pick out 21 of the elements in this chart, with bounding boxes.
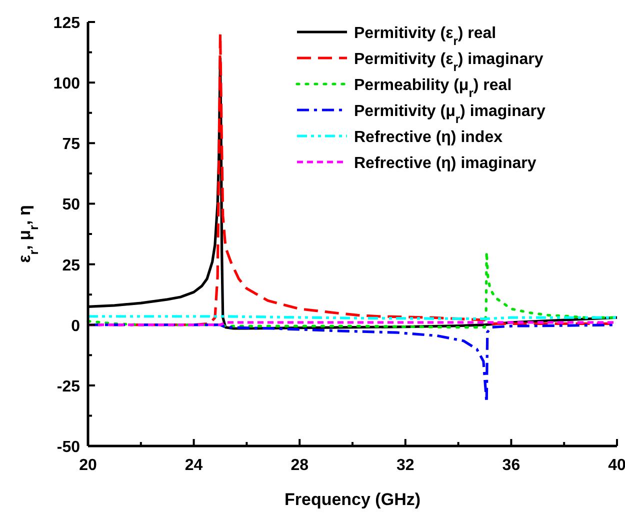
x-tick-label: 28	[290, 457, 309, 474]
y-tick-label: 0	[71, 318, 80, 335]
x-tick-label: 24	[184, 457, 203, 474]
x-tick-label: 32	[396, 457, 414, 474]
y-tick-label: 125	[53, 15, 80, 32]
y-tick-label: -25	[56, 378, 80, 396]
x-tick-label: 36	[502, 457, 520, 474]
y-tick-label: 25	[62, 257, 80, 274]
legend-label: Permitivity (μ$_{r}$) imaginary	[354, 103, 546, 126]
x-tick-label: 40	[608, 457, 625, 474]
y-tick-label: 75	[62, 136, 80, 154]
y-tick-label: 100	[53, 76, 80, 93]
x-tick-label: 20	[79, 457, 97, 474]
legend-label: Refrective (η) index	[354, 129, 503, 146]
legend-label: Permitivity (ε$_{r}$) imaginary	[354, 51, 544, 74]
legend-label: Permitivity (ε$_{r}$) real	[354, 25, 496, 48]
y-tick-label: -50	[56, 439, 80, 456]
y-tick-label: 50	[62, 196, 80, 214]
x-axis-title: Frequency (GHz)	[284, 490, 421, 509]
legend-label: Permeability (μ$_{r}$) real	[354, 77, 512, 100]
legend-label: Refrective (η) imaginary	[354, 155, 536, 172]
